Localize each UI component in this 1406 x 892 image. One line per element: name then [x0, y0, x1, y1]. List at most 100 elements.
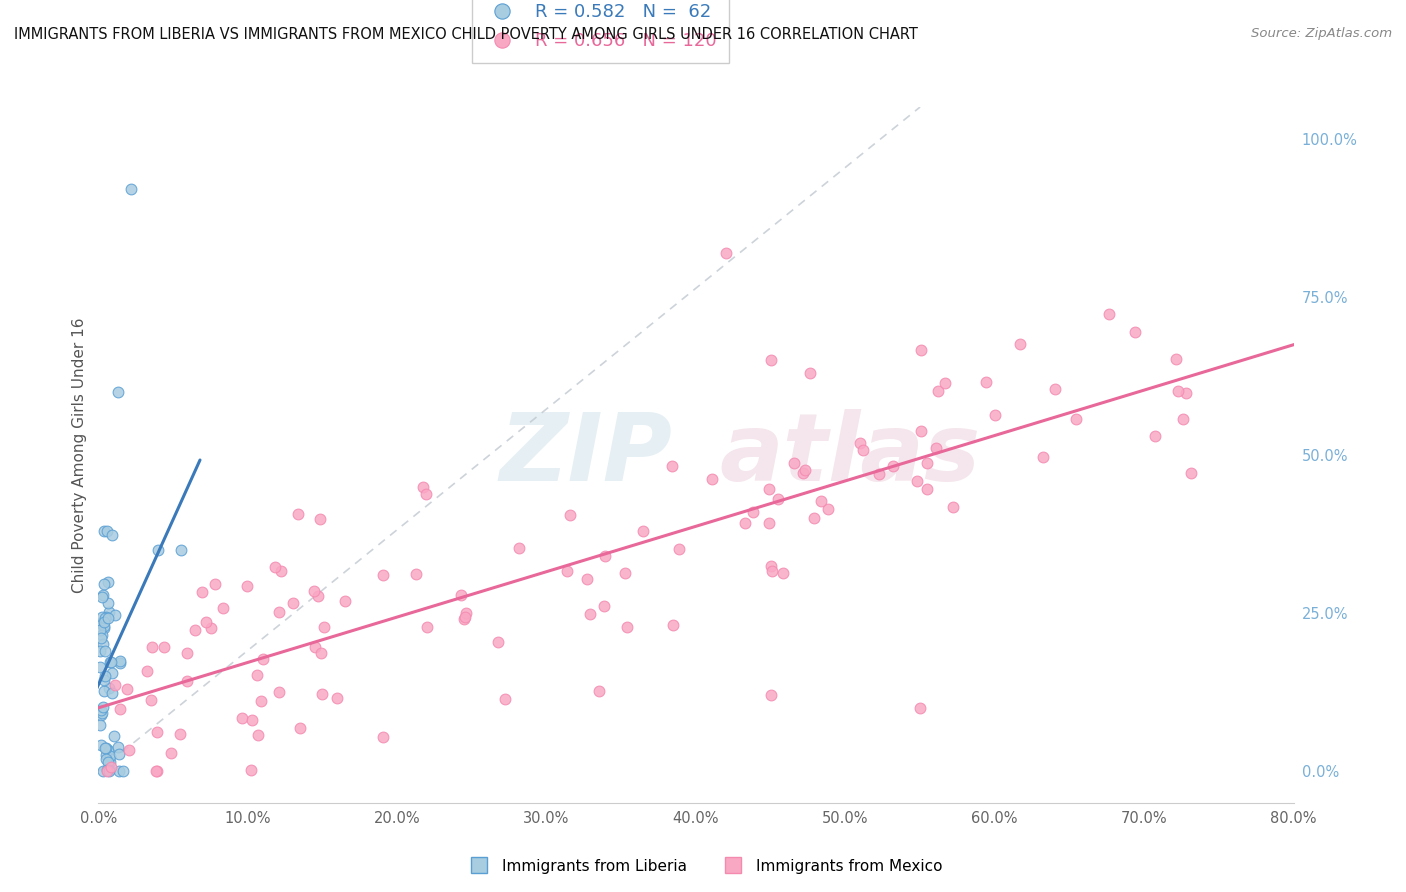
Point	[456, 606, 478, 620]
Point	[766, 491, 789, 506]
Point	[103, 729, 125, 743]
Point	[98, 755, 121, 769]
Point	[211, 601, 233, 615]
Point	[90, 628, 112, 642]
Point	[91, 700, 114, 714]
Point	[868, 467, 890, 481]
Point	[97, 681, 120, 695]
Point	[107, 739, 129, 754]
Point	[120, 182, 142, 196]
Point	[759, 688, 782, 702]
Point	[758, 516, 780, 531]
Point	[93, 683, 115, 698]
Point	[668, 541, 690, 556]
Point	[984, 408, 1007, 422]
Point	[112, 764, 135, 779]
Point	[100, 665, 122, 680]
Legend: R = 0.582   N =  62, R = 0.656   N = 120: R = 0.582 N = 62, R = 0.656 N = 120	[471, 0, 730, 63]
Point	[194, 615, 217, 629]
Point	[631, 524, 654, 539]
Point	[240, 764, 263, 778]
Point	[148, 542, 170, 557]
Point	[101, 686, 124, 700]
Point	[236, 579, 259, 593]
Point	[494, 691, 516, 706]
Point	[593, 599, 616, 614]
Point	[799, 367, 821, 381]
Point	[169, 542, 191, 557]
Point	[304, 583, 326, 598]
Point	[917, 482, 939, 496]
Point	[416, 620, 439, 634]
Point	[267, 605, 290, 619]
Point	[97, 764, 120, 779]
Point	[1008, 336, 1031, 351]
Point	[94, 741, 117, 756]
Point	[852, 442, 875, 457]
Point	[97, 596, 120, 610]
Point	[93, 741, 115, 756]
Point	[915, 456, 938, 470]
Point	[231, 711, 253, 725]
Point	[93, 576, 115, 591]
Point	[93, 764, 115, 779]
Point	[93, 615, 115, 629]
Point	[250, 694, 273, 708]
Point	[89, 659, 111, 673]
Y-axis label: Child Poverty Among Girls Under 16: Child Poverty Among Girls Under 16	[72, 318, 87, 592]
Point	[169, 727, 191, 741]
Point	[141, 640, 163, 655]
Point	[412, 480, 434, 494]
Point	[304, 640, 326, 654]
Point	[267, 685, 290, 699]
Point	[98, 749, 121, 764]
Point	[100, 655, 122, 669]
Point	[136, 664, 159, 678]
Point	[1164, 351, 1187, 366]
Point	[264, 560, 287, 574]
Point	[89, 623, 111, 637]
Point	[103, 608, 125, 623]
Point	[974, 376, 997, 390]
Point	[100, 528, 122, 542]
Point	[94, 643, 117, 657]
Point	[90, 632, 112, 646]
Point	[176, 647, 198, 661]
Point	[115, 681, 138, 696]
Point	[817, 501, 839, 516]
Point	[204, 577, 226, 591]
Point	[908, 701, 931, 715]
Point	[97, 610, 120, 624]
Point	[98, 605, 121, 619]
Point	[910, 424, 932, 438]
Point	[1043, 382, 1066, 396]
Point	[90, 615, 112, 630]
Point	[810, 494, 832, 508]
Point	[96, 524, 118, 538]
Point	[925, 441, 948, 455]
Point	[118, 743, 141, 757]
Text: IMMIGRANTS FROM LIBERIA VS IMMIGRANTS FROM MEXICO CHILD POVERTY AMONG GIRLS UNDE: IMMIGRANTS FROM LIBERIA VS IMMIGRANTS FR…	[14, 27, 918, 42]
Point	[742, 505, 765, 519]
Point	[252, 652, 274, 666]
Point	[160, 746, 183, 760]
Point	[89, 643, 111, 657]
Point	[97, 755, 120, 769]
Point	[242, 713, 264, 727]
Point	[1064, 412, 1087, 426]
Point	[882, 459, 904, 474]
Point	[98, 763, 121, 777]
Point	[1175, 385, 1198, 400]
Point	[97, 743, 120, 757]
Point	[555, 565, 578, 579]
Point	[110, 702, 132, 716]
Point	[702, 472, 724, 486]
Point	[1032, 450, 1054, 464]
Point	[97, 575, 120, 590]
Point	[576, 572, 599, 586]
Point	[93, 669, 115, 683]
Point	[588, 684, 610, 698]
Point	[415, 486, 437, 500]
Point	[184, 623, 207, 637]
Point	[450, 588, 472, 602]
